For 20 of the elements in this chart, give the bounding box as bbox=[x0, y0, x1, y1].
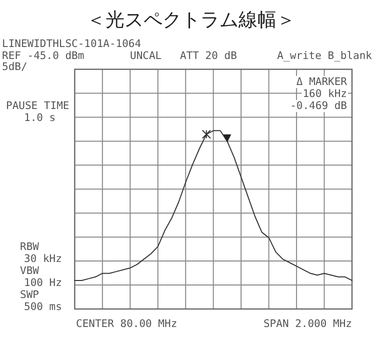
chart-title: ＜光スペクトラム線幅＞ bbox=[86, 9, 296, 31]
text: 160 kHz bbox=[302, 88, 347, 100]
text: 500 ms bbox=[24, 301, 62, 313]
text: 30 kHz bbox=[24, 253, 62, 265]
text: ATT 20 dB bbox=[180, 50, 237, 62]
text: SWP bbox=[20, 289, 39, 301]
text: -0.469 dB bbox=[290, 100, 347, 112]
text: CENTER 80.00 MHz bbox=[76, 318, 178, 330]
text: 5dB/ bbox=[2, 61, 28, 73]
text: PAUSE TIME bbox=[6, 100, 70, 112]
text: 100 Hz bbox=[24, 277, 62, 289]
text: LINEWIDTHLSC-101A-1064 bbox=[2, 38, 142, 50]
text: RBW bbox=[20, 241, 40, 253]
text: UNCAL bbox=[130, 50, 162, 62]
text: Δ MARKER bbox=[296, 76, 348, 88]
text: VBW bbox=[20, 265, 40, 277]
text: REF -45.0 dBm bbox=[2, 50, 84, 62]
text: SPAN 2.000 MHz bbox=[263, 318, 352, 330]
text: 1.0 s bbox=[24, 112, 56, 124]
text: A_write B_blank bbox=[277, 50, 373, 62]
